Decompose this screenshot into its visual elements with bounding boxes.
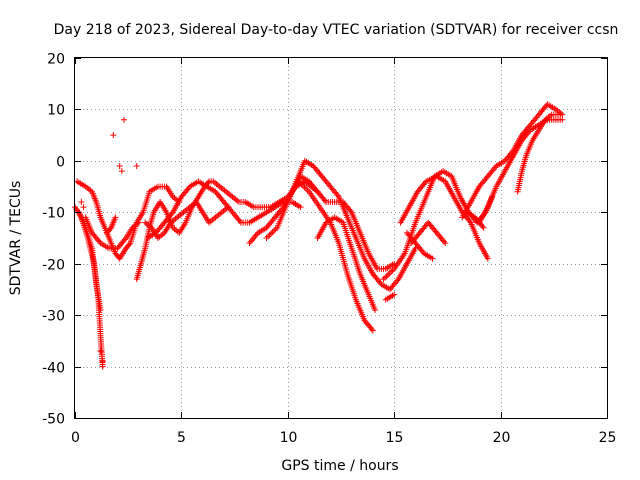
y-tick-label: 0 [56,155,65,171]
y-tick-label: 10 [47,103,65,119]
x-axis-label: GPS time / hours [281,458,398,474]
data-point [268,230,275,237]
data-point [112,214,119,221]
y-axis-label: SDTVAR / TECUs [8,181,24,296]
data-point [126,241,133,248]
y-tick-label: -20 [42,258,65,274]
data-point [321,197,328,204]
y-tick-label: -10 [42,206,65,222]
data-point [116,163,123,169]
data-point [168,210,175,217]
data-point [269,229,276,236]
data-point [385,271,392,278]
data-point [120,116,127,123]
data-point [480,224,487,231]
x-tick-label: 0 [71,430,80,446]
data-point [479,223,486,230]
data-point [394,277,401,284]
data-point [429,255,436,262]
data-point [386,270,393,277]
data-point [225,204,232,211]
data-point [347,207,354,214]
data-point [236,218,243,225]
x-tick-label: 10 [280,430,298,446]
data-point [466,218,473,225]
data-point [441,238,448,245]
data-point [372,307,379,313]
data-point [334,192,341,199]
data-point [110,132,117,139]
data-point [205,179,211,186]
grid-lines [75,58,607,418]
data-point [80,204,87,211]
plot-frame [74,57,608,419]
y-tick-label: -50 [42,412,65,428]
data-point [557,111,564,118]
data-point [118,168,125,175]
data-point [383,273,390,280]
data-point [271,227,278,234]
data-point [297,204,304,211]
y-tick-label: 20 [47,52,65,68]
data-point [484,255,491,262]
data-point [559,116,566,123]
data-point [369,327,376,334]
data-point [121,236,128,243]
data-point [99,363,106,370]
data-point [133,163,140,169]
data-point [442,240,449,247]
y-tick-label: -30 [42,309,65,325]
data-point [263,235,270,241]
data-point [135,219,142,226]
data-point [266,232,273,239]
data-point [78,199,85,205]
data-point [265,233,272,240]
x-tick-label: 20 [493,430,511,446]
x-tick-label: 15 [386,430,404,446]
data-marks [72,101,566,370]
x-tick-label: 5 [177,430,186,446]
data-point [382,274,389,281]
data-point [368,326,375,333]
data-point [391,291,398,298]
y-tick-label: -40 [42,361,65,377]
x-tick-label: 25 [599,430,617,446]
data-point [99,358,106,365]
axis-ticks: 0 5 10 15 20 25 -50 -40 -30 -20 -10 0 10 20 [42,52,616,447]
chart-title: Day 218 of 2023, Sidereal Day-to-day VTE… [54,22,619,38]
data-point [97,348,104,355]
data-point [97,307,104,313]
